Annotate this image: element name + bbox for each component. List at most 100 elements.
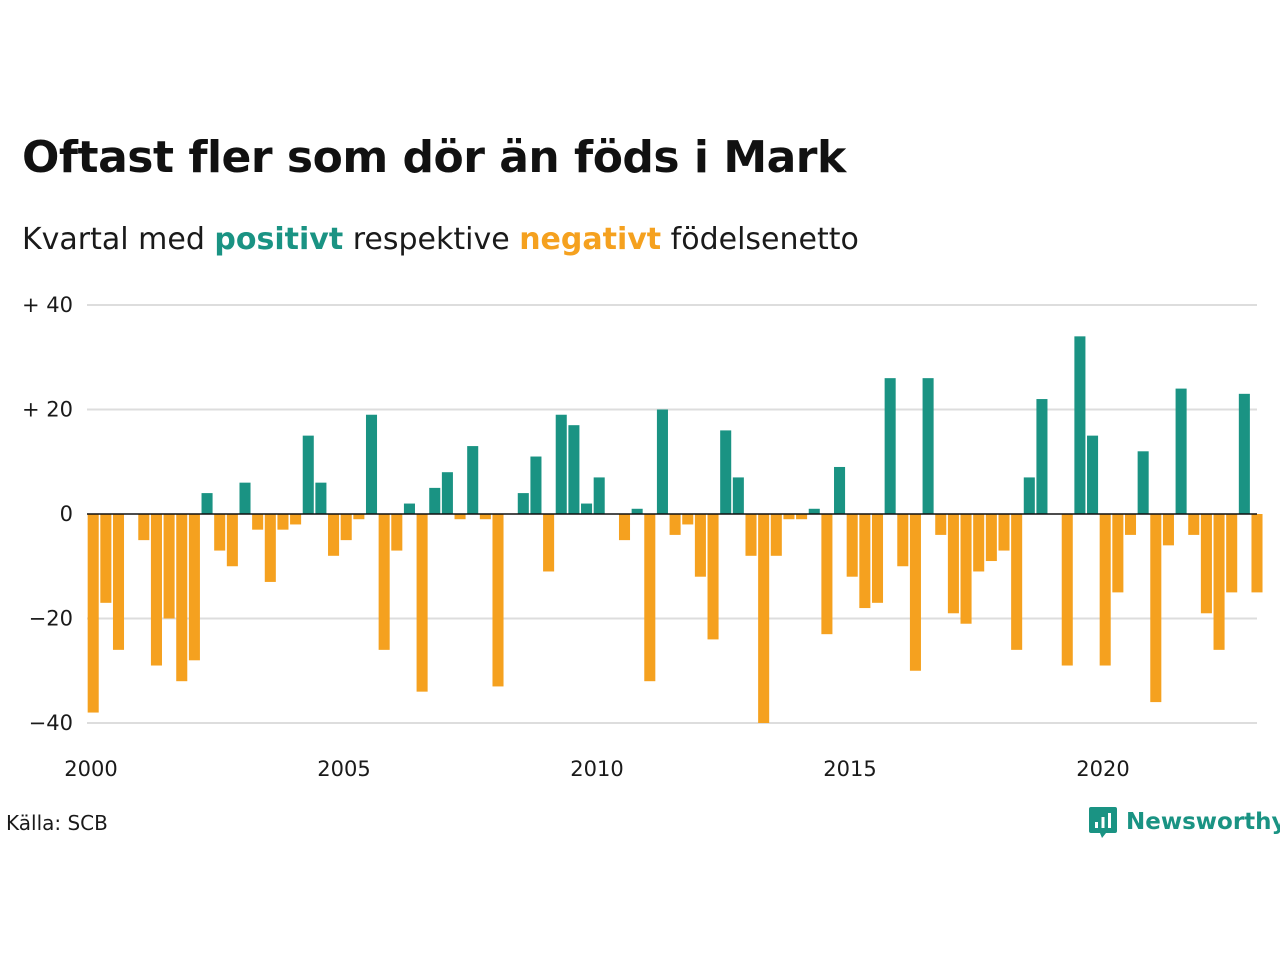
subtitle-negative-label: negativt [519,222,662,257]
bar-negative [1162,514,1174,546]
bar-negative [100,514,112,603]
chart-title: Oftast fler som dör än föds i Mark [22,132,846,183]
bar-negative [897,514,909,567]
bar-positive [1036,399,1048,514]
x-tick-label: 2020 [1076,757,1129,781]
bar-negative [1061,514,1073,666]
bar-negative [264,514,276,582]
bar-negative [543,514,555,572]
bar-negative [821,514,833,635]
bar-positive [808,508,820,514]
bar-negative [985,514,997,562]
subtitle-positive-label: positivt [214,222,344,257]
bar-positive [467,446,479,514]
y-tick-label: + 40 [22,293,73,317]
bar-negative [188,514,200,661]
bar-negative [947,514,959,614]
x-tick-label: 2015 [823,757,876,781]
bar-positive [1175,388,1187,514]
bar-negative [1124,514,1137,535]
bar-positive [631,508,643,514]
bar-positive [1087,435,1099,515]
bar-negative [1200,514,1212,614]
bar-positive [201,493,213,514]
bar-negative [252,514,264,530]
bar-negative [353,514,365,520]
bar-negative [682,514,694,525]
bar-negative [479,514,491,520]
bar-negative [707,514,719,640]
bar-positive [720,430,732,514]
bar-positive [403,503,415,514]
bar-positive [1023,477,1035,514]
brand-logo: Newsworthy [1088,802,1280,842]
bar-negative [783,514,795,520]
y-tick-label: + 20 [22,398,73,422]
subtitle-middle: respektive [343,222,520,257]
bar-negative [1099,514,1111,666]
bar-negative [226,514,238,567]
subtitle-before: Kvartal med [22,222,215,257]
bar-negative [745,514,757,556]
bar-negative [1112,514,1124,593]
axis-labels: + 40 + 20 0 −20 −40 2000 2005 2010 2015 2020 [22,293,1130,781]
bars [87,336,1263,723]
bar-negative [138,514,150,541]
bar-negative [176,514,188,682]
bar-positive [365,414,378,514]
bar-negative [998,514,1010,551]
bar-negative [1213,514,1225,650]
bar-positive [922,378,934,514]
newsworthy-logo-icon [1089,807,1117,838]
bar-chart: + 40 + 20 0 −20 −40 2000 2005 2010 2015 2020 [22,293,1263,781]
bar-negative [871,514,884,603]
bar-positive [429,487,441,515]
bar-positive [656,409,668,514]
bar-negative [1011,514,1023,650]
bar-positive [1238,393,1250,514]
bar-negative [909,514,921,671]
bar-positive [555,414,567,514]
bar-negative [340,514,352,541]
bar-negative [644,514,656,682]
bar-positive [441,472,453,514]
bar-negative [694,514,706,577]
bar-positive [834,466,846,514]
bar-negative [960,514,972,624]
bar-negative [454,514,466,520]
bar-positive [530,456,542,514]
bar-positive [1137,451,1149,514]
y-tick-label: −40 [29,711,73,735]
bar-negative [1251,514,1263,593]
bar-positive [884,378,896,514]
bar-negative [214,514,226,551]
bar-positive [302,435,314,515]
bar-negative [163,514,175,619]
bar-negative [150,514,162,666]
bar-positive [581,503,593,514]
x-tick-label: 2010 [570,757,623,781]
bar-negative [1150,514,1162,703]
bar-negative [859,514,871,609]
y-tick-label: 0 [60,502,73,526]
bar-positive [1074,336,1086,514]
subtitle-after: födelsenetto [661,222,859,257]
chart-subtitle: Kvartal med positivt respektive negativt… [22,222,859,257]
bar-negative [669,514,681,535]
bar-negative [935,514,947,535]
bar-negative [1188,514,1200,535]
bar-negative [973,514,985,572]
bar-positive [315,482,327,514]
brand-name: Newsworthy [1126,809,1280,835]
bar-negative [87,514,99,713]
bar-negative [416,514,428,692]
grid-lines [87,304,1257,724]
bar-negative [770,514,782,556]
bar-negative [1226,514,1238,593]
bar-negative [378,514,390,650]
bar-positive [732,477,744,514]
bar-negative [290,514,302,525]
bar-negative [328,514,340,556]
bar-negative [618,514,631,541]
y-tick-label: −20 [29,607,73,631]
